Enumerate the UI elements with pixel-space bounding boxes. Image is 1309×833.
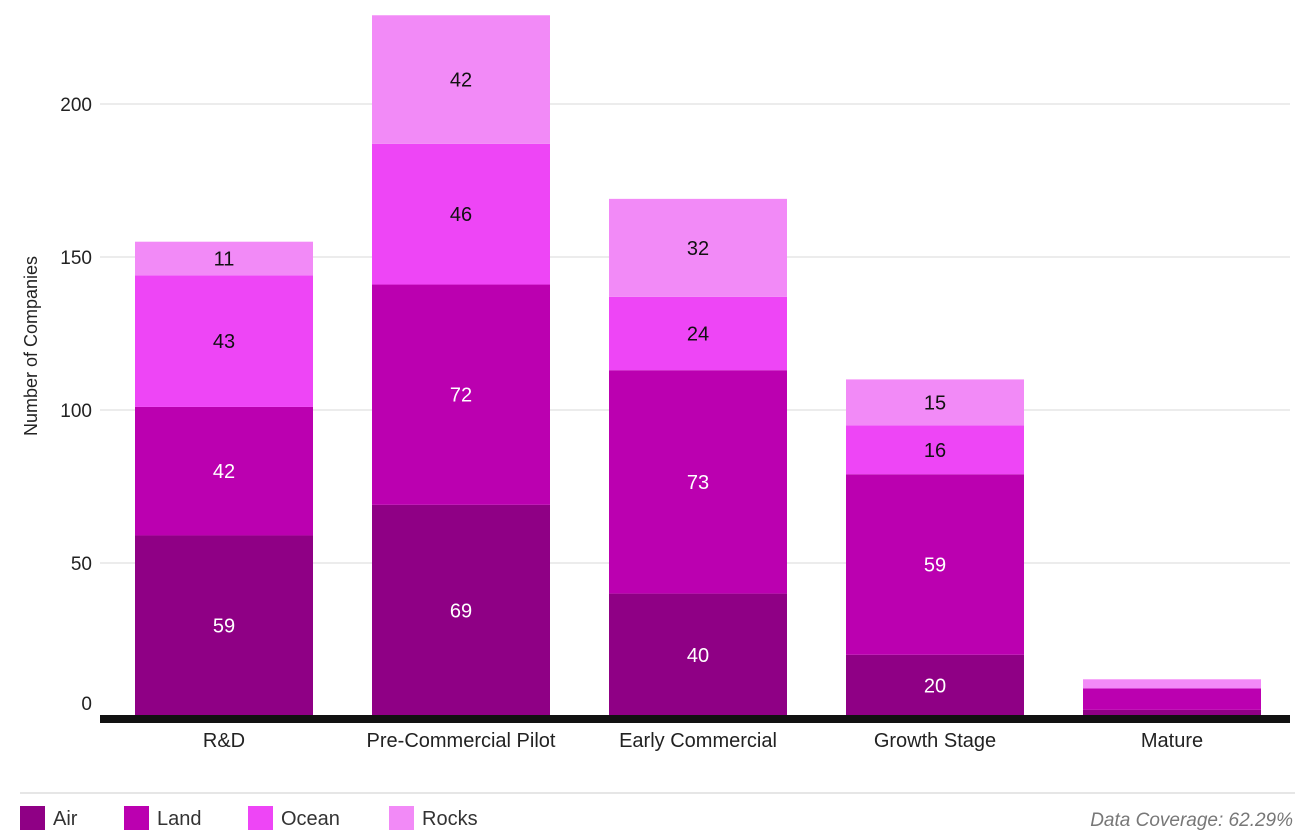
x-tick-label-early-commercial: Early Commercial [619, 730, 777, 752]
data-label-ocean-randd: 43 [213, 331, 235, 353]
bar-rocks-mature [1083, 679, 1261, 688]
data-label-rocks-growth-stage: 15 [924, 392, 946, 414]
data-label-ocean-growth-stage: 16 [924, 440, 946, 462]
x-axis-baseline [100, 715, 1290, 723]
legend-swatch-land [124, 806, 149, 830]
legend: Air Land Ocean Rocks [20, 806, 478, 830]
legend-label-air: Air [53, 808, 78, 830]
y-tick-label: 50 [71, 554, 92, 575]
x-tick-label-pre-commercial-pilot: Pre-Commercial Pilot [367, 730, 556, 752]
legend-swatch-air [20, 806, 45, 830]
data-label-air-randd: 59 [213, 616, 235, 638]
bar-group-pre-commercial-pilot: 69 72 46 42 [372, 15, 550, 716]
data-label-ocean-early-commercial: 24 [687, 324, 709, 346]
data-label-land-randd: 42 [213, 461, 235, 483]
bar-group-randd: 59 42 43 11 [135, 242, 313, 716]
bar-group-growth-stage: 20 59 16 15 [846, 379, 1024, 716]
data-coverage-note: Data Coverage: 62.29% [1090, 810, 1293, 831]
bars: 59 42 43 11 69 72 46 42 40 73 24 32 20 59 16 15 [135, 15, 1261, 716]
data-label-ocean-pre-commercial-pilot: 46 [450, 204, 472, 226]
y-tick-label: 150 [60, 248, 92, 269]
bar-land-mature [1083, 688, 1261, 709]
x-tick-label-growth-stage: Growth Stage [874, 730, 996, 752]
y-tick-label: 0 [81, 694, 92, 715]
bar-group-mature [1083, 679, 1261, 716]
y-axis-label: Number of Companies [21, 256, 41, 436]
x-tick-label-mature: Mature [1141, 730, 1203, 752]
legend-label-rocks: Rocks [422, 808, 478, 830]
data-label-air-pre-commercial-pilot: 69 [450, 600, 472, 622]
data-label-land-pre-commercial-pilot: 72 [450, 385, 472, 407]
data-label-land-growth-stage: 59 [924, 555, 946, 577]
y-tick-label: 100 [60, 401, 92, 422]
legend-swatch-rocks [389, 806, 414, 830]
x-tick-label-randd: R&D [203, 730, 245, 752]
legend-swatch-ocean [248, 806, 273, 830]
data-label-land-early-commercial: 73 [687, 472, 709, 494]
data-label-rocks-randd: 11 [214, 249, 235, 271]
bar-group-early-commercial: 40 73 24 32 [609, 199, 787, 716]
data-label-air-growth-stage: 20 [924, 675, 946, 697]
data-label-air-early-commercial: 40 [687, 645, 709, 667]
legend-label-land: Land [157, 808, 202, 830]
y-tick-label: 200 [60, 95, 92, 116]
data-label-rocks-early-commercial: 32 [687, 238, 709, 260]
legend-label-ocean: Ocean [281, 808, 340, 830]
data-label-rocks-pre-commercial-pilot: 42 [450, 70, 472, 92]
